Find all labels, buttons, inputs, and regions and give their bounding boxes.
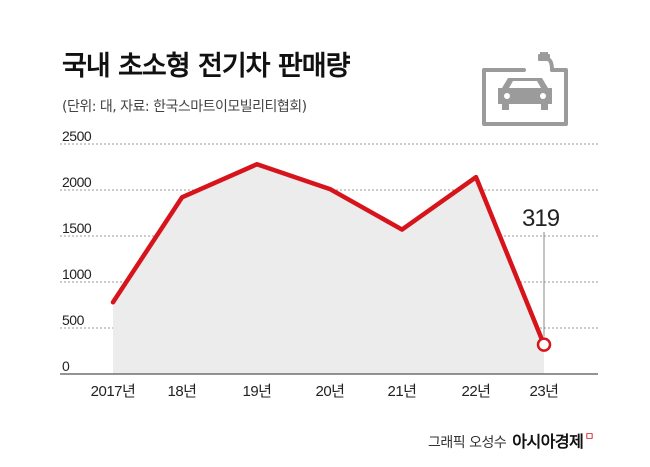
x-tick-label: 23년: [530, 383, 559, 400]
brand-mark: ㅁ: [584, 430, 594, 443]
x-tick-label: 19년: [243, 383, 272, 400]
area-fill: [113, 164, 544, 374]
x-tick-label: 2017년: [91, 383, 136, 400]
x-tick-label: 21년: [388, 383, 417, 400]
credit-text: 그래픽 오성수: [428, 435, 507, 451]
y-tick-label: 2000: [62, 174, 92, 190]
y-tick-label: 500: [62, 312, 85, 328]
x-tick-label: 18년: [168, 383, 197, 400]
x-tick-label: 20년: [316, 383, 345, 400]
chart-title: 국내 초소형 전기차 판매량: [62, 51, 350, 82]
chart-subtitle: (단위: 대, 자료: 한국스마트이모빌리티협회): [62, 99, 307, 115]
annotation-label: 319: [522, 205, 560, 232]
y-tick-label: 1000: [62, 266, 92, 282]
y-tick-label: 2500: [62, 128, 92, 144]
y-tick-label: 0: [62, 358, 70, 374]
y-tick-label: 1500: [62, 220, 92, 236]
brand-logo: 아시아경제: [512, 432, 584, 451]
x-tick-label: 22년: [462, 383, 491, 400]
data-point: [536, 337, 552, 352]
credit: 그래픽 오성수 아시아경제ㅁ: [428, 428, 594, 452]
ev-charging-car-icon: [478, 50, 572, 128]
